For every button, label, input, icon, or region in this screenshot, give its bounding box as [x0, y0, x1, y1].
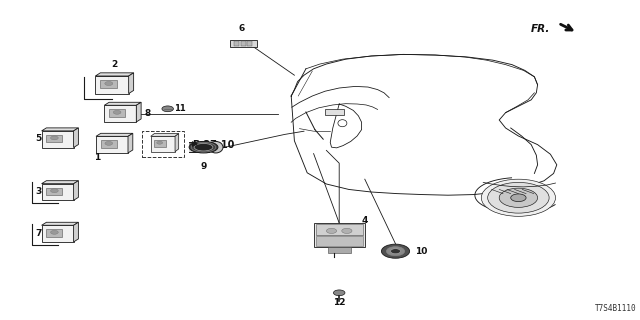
Bar	[109, 109, 125, 117]
Bar	[96, 136, 128, 153]
Text: 3: 3	[35, 188, 42, 196]
Ellipse shape	[194, 143, 213, 151]
Polygon shape	[129, 73, 134, 93]
Bar	[316, 236, 363, 246]
Polygon shape	[42, 181, 79, 184]
Text: 11: 11	[174, 104, 186, 113]
Bar	[154, 140, 166, 147]
Text: 6: 6	[238, 24, 244, 33]
Circle shape	[51, 136, 58, 140]
Circle shape	[333, 290, 345, 296]
Bar	[151, 136, 175, 152]
Text: 10: 10	[415, 247, 427, 256]
Bar	[241, 41, 246, 46]
Polygon shape	[96, 133, 133, 136]
Text: 9: 9	[200, 162, 207, 171]
Polygon shape	[189, 142, 209, 152]
Polygon shape	[136, 102, 141, 122]
Circle shape	[105, 82, 113, 85]
Bar	[314, 223, 365, 247]
Bar	[42, 131, 74, 148]
Circle shape	[387, 247, 404, 256]
Bar	[95, 76, 129, 93]
Bar	[100, 80, 117, 88]
Text: T7S4B1110: T7S4B1110	[595, 304, 637, 313]
Circle shape	[105, 141, 113, 145]
Polygon shape	[42, 222, 79, 225]
Text: 8: 8	[144, 109, 150, 118]
Polygon shape	[74, 128, 79, 148]
Bar	[325, 109, 344, 115]
Bar	[247, 41, 252, 46]
Bar	[142, 131, 184, 157]
Bar	[230, 40, 257, 47]
Text: 12: 12	[333, 298, 346, 307]
Circle shape	[113, 110, 121, 114]
Bar	[42, 184, 74, 200]
Circle shape	[162, 106, 173, 112]
Bar	[46, 188, 63, 195]
Text: 4: 4	[362, 216, 368, 225]
Circle shape	[488, 182, 549, 213]
Circle shape	[381, 244, 410, 258]
Text: FR.: FR.	[531, 24, 550, 34]
Polygon shape	[175, 133, 179, 152]
Bar	[46, 135, 63, 142]
Bar	[328, 247, 351, 253]
Text: 1: 1	[94, 153, 100, 162]
Bar	[316, 224, 363, 235]
Text: 7: 7	[35, 229, 42, 238]
Text: 2: 2	[111, 60, 117, 68]
Circle shape	[326, 228, 337, 234]
Polygon shape	[151, 133, 179, 136]
Polygon shape	[95, 73, 134, 76]
Bar	[234, 41, 239, 46]
Bar	[100, 140, 116, 148]
Text: 5: 5	[35, 134, 42, 143]
Polygon shape	[104, 102, 141, 105]
Ellipse shape	[209, 141, 223, 153]
Polygon shape	[74, 222, 79, 242]
Circle shape	[157, 141, 163, 144]
Polygon shape	[128, 133, 133, 153]
Circle shape	[511, 194, 526, 202]
Polygon shape	[42, 128, 79, 131]
Bar	[42, 225, 74, 242]
Polygon shape	[74, 181, 79, 200]
Bar	[104, 105, 136, 122]
Bar	[46, 229, 63, 237]
Circle shape	[51, 230, 58, 234]
Text: B-37-10: B-37-10	[192, 140, 234, 150]
Circle shape	[499, 188, 538, 207]
Circle shape	[342, 228, 352, 234]
Circle shape	[390, 249, 401, 254]
Circle shape	[51, 189, 58, 193]
Circle shape	[481, 179, 556, 216]
Ellipse shape	[189, 141, 218, 153]
